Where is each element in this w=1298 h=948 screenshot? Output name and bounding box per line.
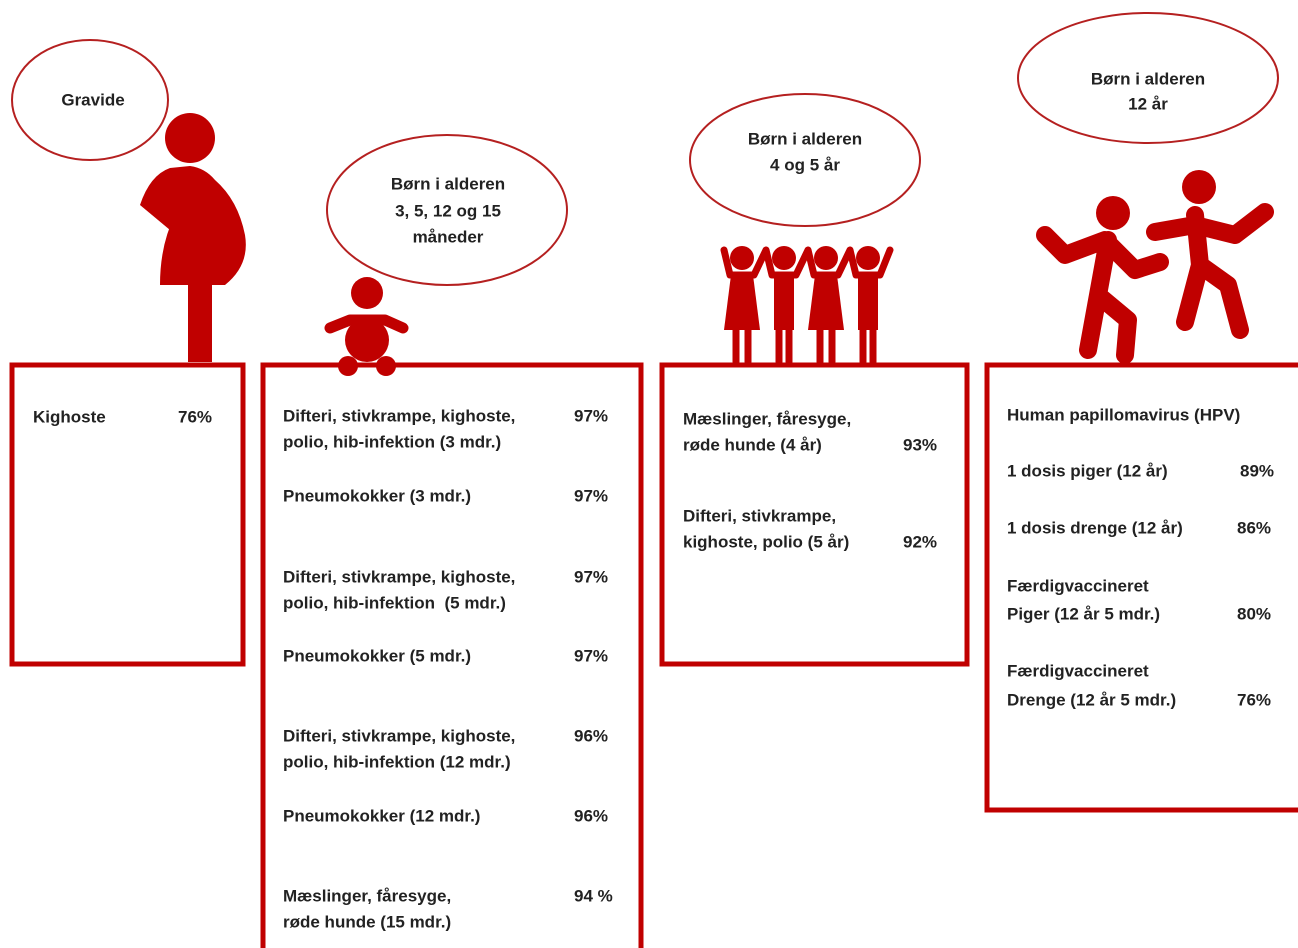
percent: 93% [903, 435, 937, 454]
item-text: polio, hib-infektion (3 mdr.) [283, 432, 501, 451]
percent: 97% [574, 567, 608, 586]
item-text: Pneumokokker (12 mdr.) [283, 806, 480, 825]
percent: 80% [1237, 604, 1271, 623]
bubble-text: 4 og 5 år [770, 155, 840, 174]
item-text: Drenge (12 år 5 mdr.) [1007, 690, 1176, 709]
percent: 89% [1240, 461, 1274, 480]
bubble-text: 12 år [1128, 94, 1168, 113]
percent: 86% [1237, 518, 1271, 537]
item-text: kighoste, polio (5 år) [683, 532, 849, 551]
item-text: polio, hib-infektion (5 mdr.) [283, 593, 506, 612]
percent: 96% [574, 806, 608, 825]
percent: 92% [903, 532, 937, 551]
item-text: Mæslinger, fåresyge, [683, 409, 851, 428]
bubble-text: Gravide [61, 90, 124, 109]
percent: 76% [1237, 690, 1271, 709]
item-text: Human papillomavirus (HPV) [1007, 405, 1240, 424]
item-text: røde hunde (4 år) [683, 435, 822, 454]
bubble-text: 3, 5, 12 og 15 [395, 201, 501, 220]
baby-icon [330, 277, 403, 376]
item-text: Færdigvaccineret [1007, 661, 1149, 680]
percent: 97% [574, 486, 608, 505]
item-text: Difteri, stivkrampe, kighoste, [283, 726, 515, 745]
item-text: Difteri, stivkrampe, kighoste, [283, 406, 515, 425]
percent: 96% [574, 726, 608, 745]
item-text: Færdigvaccineret [1007, 576, 1149, 595]
item-text: Difteri, stivkrampe, kighoste, [283, 567, 515, 586]
bubble-text: Børn i alderen [1091, 69, 1205, 88]
item-text: Pneumokokker (5 mdr.) [283, 646, 471, 665]
bubble-text: Børn i alderen [391, 174, 505, 193]
bubble-text: Børn i alderen [748, 129, 862, 148]
item-text: Pneumokokker (3 mdr.) [283, 486, 471, 505]
percent: 94 % [574, 886, 613, 905]
item-text: 1 dosis drenge (12 år) [1007, 518, 1183, 537]
pregnant-icon [140, 113, 246, 362]
percent: 97% [574, 646, 608, 665]
percent: 76% [178, 407, 212, 426]
item-list: Difteri, stivkrampe, kighoste, polio, hi… [283, 406, 613, 931]
item-text: Piger (12 år 5 mdr.) [1007, 604, 1160, 623]
infographic: Gravide Børn i alderen 3, 5, 12 og 15 må… [0, 0, 1298, 948]
bubble-text: måneder [413, 227, 484, 246]
teens-icon [1045, 170, 1265, 355]
item-text: Kighoste [33, 407, 106, 426]
children-icon [724, 246, 890, 362]
item-text: 1 dosis piger (12 år) [1007, 461, 1168, 480]
item-text: røde hunde (15 mdr.) [283, 912, 451, 931]
item-text: Mæslinger, fåresyge, [283, 886, 451, 905]
percent: 97% [574, 406, 608, 425]
item-text: polio, hib-infektion (12 mdr.) [283, 752, 511, 771]
item-text: Difteri, stivkrampe, [683, 506, 836, 525]
